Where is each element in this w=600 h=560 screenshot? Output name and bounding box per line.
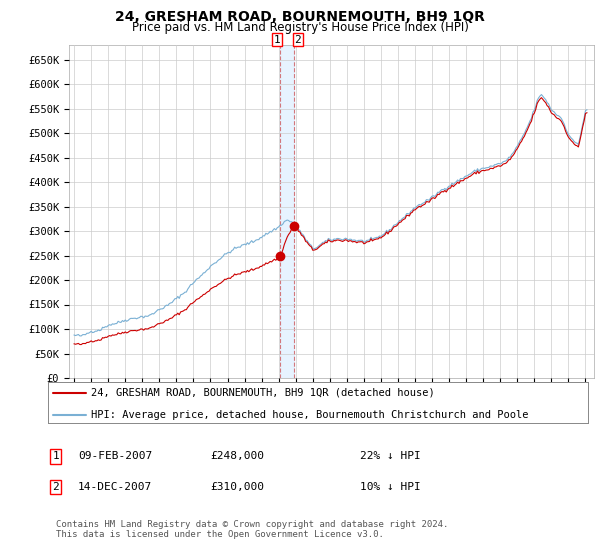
Bar — [280, 45, 294, 378]
Text: 2: 2 — [52, 482, 59, 492]
Text: 24, GRESHAM ROAD, BOURNEMOUTH, BH9 1QR (detached house): 24, GRESHAM ROAD, BOURNEMOUTH, BH9 1QR (… — [91, 388, 435, 398]
Text: 22% ↓ HPI: 22% ↓ HPI — [360, 451, 421, 461]
Text: £248,000: £248,000 — [210, 451, 264, 461]
Text: 14-DEC-2007: 14-DEC-2007 — [78, 482, 152, 492]
Text: 09-FEB-2007: 09-FEB-2007 — [78, 451, 152, 461]
Text: 2: 2 — [294, 35, 301, 45]
Text: 24, GRESHAM ROAD, BOURNEMOUTH, BH9 1QR: 24, GRESHAM ROAD, BOURNEMOUTH, BH9 1QR — [115, 10, 485, 24]
Text: 1: 1 — [52, 451, 59, 461]
Text: 1: 1 — [274, 35, 280, 45]
Text: Contains HM Land Registry data © Crown copyright and database right 2024.
This d: Contains HM Land Registry data © Crown c… — [56, 520, 448, 539]
Text: Price paid vs. HM Land Registry's House Price Index (HPI): Price paid vs. HM Land Registry's House … — [131, 21, 469, 34]
Text: £310,000: £310,000 — [210, 482, 264, 492]
Text: HPI: Average price, detached house, Bournemouth Christchurch and Poole: HPI: Average price, detached house, Bour… — [91, 410, 529, 420]
Text: 10% ↓ HPI: 10% ↓ HPI — [360, 482, 421, 492]
